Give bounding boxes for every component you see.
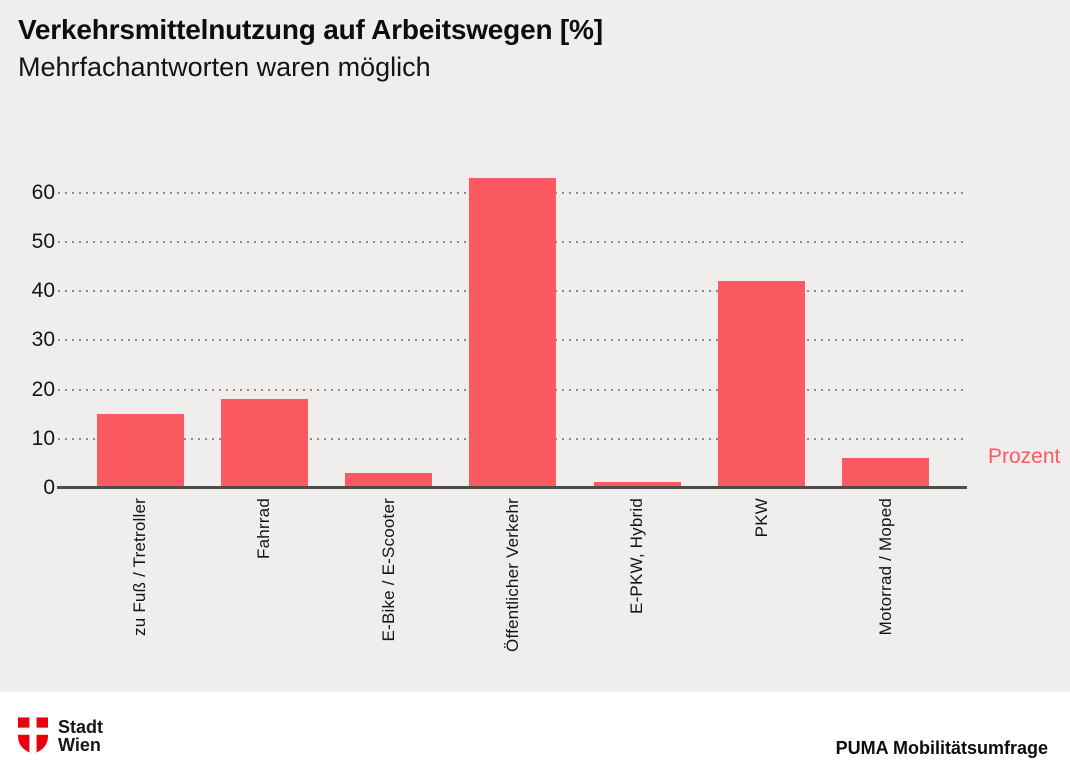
bar-7 [842, 458, 930, 489]
y-tick-label: 20 [31, 377, 55, 401]
chart-header: Verkehrsmittelnutzung auf Arbeitswegen [… [18, 14, 603, 83]
x-tick-label: zu Fuß / Tretroller [130, 498, 149, 636]
bar-chart: 0 10 20 30 40 50 60 zu Fuß / Tretroller Fahrrad… [31, 177, 1061, 652]
x-tick-label: Fahrrad [254, 498, 274, 559]
bar-5 [593, 482, 681, 489]
bar-4 [469, 177, 557, 489]
y-axis-unit-label: Prozent [988, 445, 1061, 468]
stadt-wien-logo: Stadt Wien [18, 717, 103, 754]
x-tick-label: Öffentlicher Verkehr [502, 498, 522, 652]
x-axis-line [57, 486, 967, 489]
y-tick-label: 60 [31, 180, 55, 204]
x-tick-label: E-PKW, Hybrid [627, 498, 647, 614]
y-tick-label: 0 [43, 476, 55, 499]
page-title: Verkehrsmittelnutzung auf Arbeitswegen [… [18, 14, 603, 45]
bar-3 [345, 472, 433, 489]
wien-coat-of-arms-shield-icon [18, 717, 48, 754]
footer-bar: Stadt Wien PUMA Mobilitätsumfrage [0, 692, 1070, 780]
x-tick-label: Motorrad / Moped [875, 498, 895, 636]
survey-source-label: PUMA Mobilitätsumfrage [835, 738, 1048, 758]
logo-line-2: Wien [58, 735, 101, 755]
y-tick-label: 40 [31, 279, 55, 303]
logo-line-1: Stadt [58, 717, 103, 737]
x-tick-label: E-Bike / E-Scooter [378, 498, 398, 642]
y-tick-label: 10 [31, 426, 55, 450]
bar-2 [220, 399, 308, 489]
page-subtitle: Mehrfachantworten waren möglich [18, 52, 431, 82]
stadt-wien-wordmark: Stadt Wien [58, 718, 103, 754]
y-tick-label: 50 [31, 230, 55, 253]
bar-6 [718, 280, 806, 489]
y-tick-label: 30 [31, 328, 55, 352]
x-tick-label: PKW [751, 498, 771, 538]
bar-1 [96, 413, 184, 489]
